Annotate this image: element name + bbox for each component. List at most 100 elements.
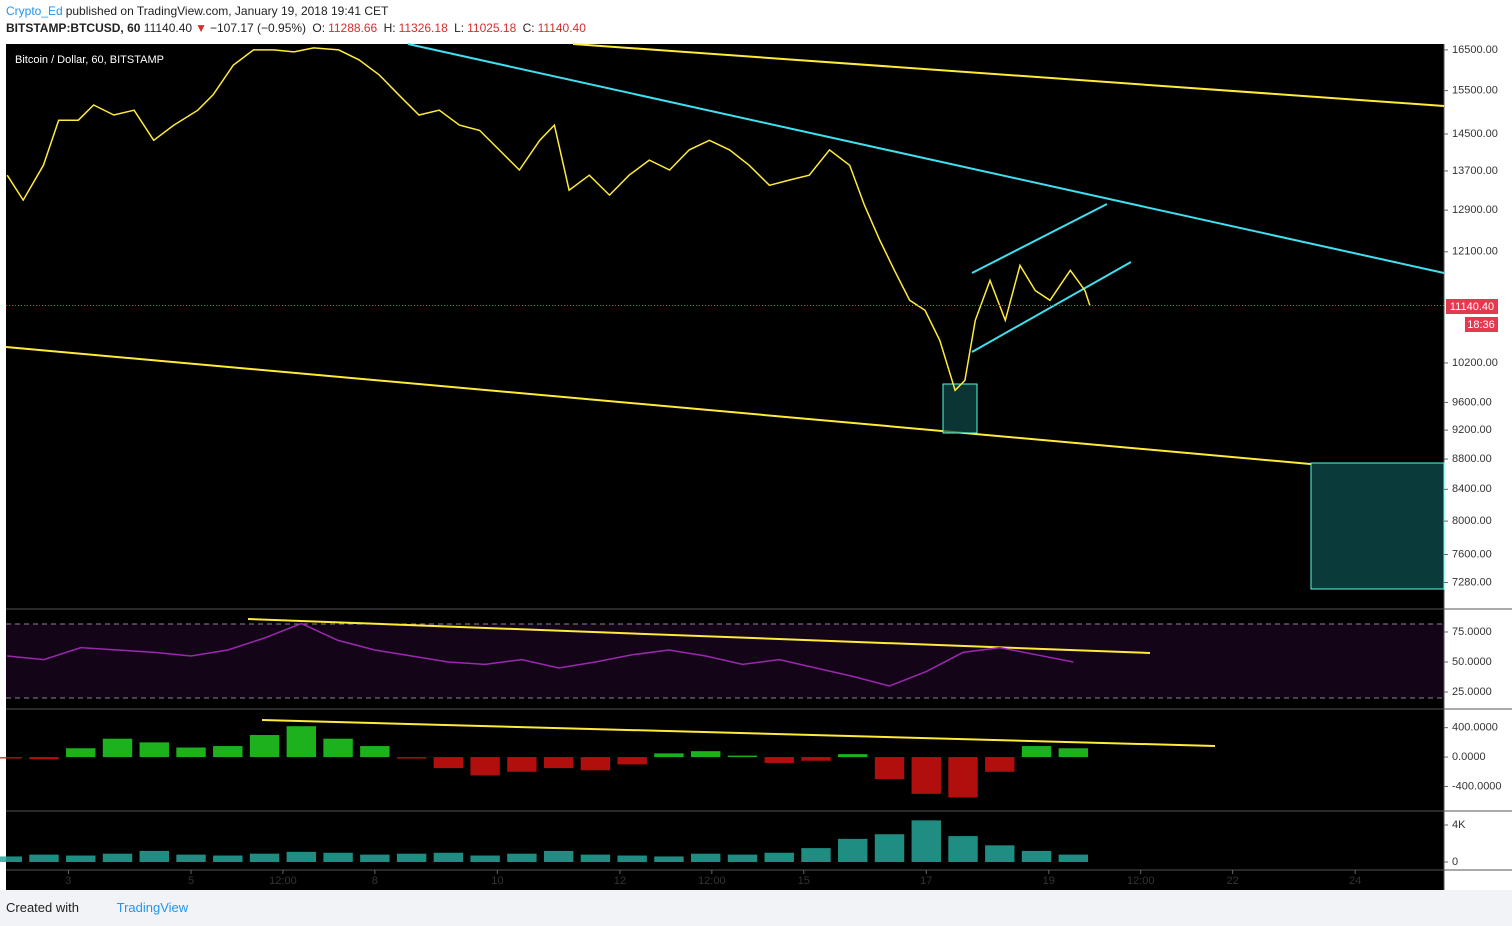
y-tick-label: 75.0000 bbox=[1452, 626, 1492, 638]
bar bbox=[838, 754, 868, 758]
published: published on TradingView.com, January 19… bbox=[65, 4, 389, 18]
pane-separators bbox=[6, 44, 1512, 890]
bar bbox=[29, 757, 59, 760]
y-tick-label: 12100.00 bbox=[1452, 246, 1498, 258]
x-tick-label: 12:00 bbox=[698, 875, 726, 887]
bar bbox=[0, 856, 22, 862]
y-tick-label: 50.0000 bbox=[1452, 656, 1492, 668]
drawings bbox=[5, 43, 1445, 747]
bar bbox=[507, 853, 537, 862]
pane-title: Bitcoin / Dollar, 60, BITSTAMP bbox=[15, 54, 164, 66]
author[interactable]: Crypto_Ed bbox=[6, 4, 63, 18]
bar bbox=[838, 838, 868, 862]
arrow: ▼ bbox=[195, 21, 207, 35]
bar bbox=[249, 735, 280, 758]
brand[interactable]: TradingView bbox=[116, 900, 189, 915]
l-label: L: bbox=[454, 21, 465, 35]
bar bbox=[396, 853, 427, 862]
bar bbox=[213, 746, 243, 758]
y-tick-label: 400.0000 bbox=[1452, 722, 1498, 734]
x-tick-label: 19 bbox=[1043, 875, 1055, 887]
y-tick-label: -400.0000 bbox=[1452, 780, 1502, 792]
symbol: BITSTAMP:BTCUSD, 60 bbox=[6, 21, 141, 35]
header: Crypto_Ed published on TradingView.com, J… bbox=[6, 3, 589, 37]
h-label: H: bbox=[383, 21, 396, 35]
bar bbox=[764, 852, 794, 862]
footer: Created with TradingView bbox=[0, 890, 1512, 926]
y-tick-label: 8400.00 bbox=[1452, 483, 1492, 495]
bar bbox=[801, 757, 831, 761]
bar bbox=[801, 848, 831, 862]
bar bbox=[66, 855, 96, 862]
y-tick-label: 0.0000 bbox=[1452, 751, 1486, 763]
y-tick-label: 9200.00 bbox=[1452, 424, 1492, 436]
y-tick-label: 8800.00 bbox=[1452, 453, 1492, 465]
bar bbox=[323, 852, 353, 862]
y-tick-label: 16500.00 bbox=[1452, 44, 1498, 56]
created-with: Created with bbox=[6, 900, 79, 915]
bar bbox=[580, 757, 611, 771]
y-tick-label: 7280.00 bbox=[1452, 576, 1492, 588]
x-tick-label: 24 bbox=[1349, 875, 1361, 887]
bar bbox=[874, 757, 905, 780]
bar bbox=[1021, 850, 1052, 862]
y-tick-label: 15500.00 bbox=[1452, 84, 1498, 96]
bar bbox=[470, 757, 500, 776]
bar bbox=[911, 820, 941, 862]
bar bbox=[139, 850, 169, 862]
countdown: 18:36 bbox=[1467, 319, 1495, 331]
x-tick-label: 5 bbox=[188, 875, 194, 887]
close: 11140.40 bbox=[537, 21, 586, 35]
bar bbox=[727, 755, 758, 758]
bar bbox=[396, 757, 427, 759]
x-tick-label: 10 bbox=[491, 875, 503, 887]
bar bbox=[948, 757, 978, 798]
x-tick-label: 12 bbox=[614, 875, 626, 887]
bar bbox=[764, 757, 794, 763]
change: −107.17 (−0.95%) bbox=[209, 21, 307, 35]
bar bbox=[470, 855, 500, 862]
y-tick-label: 14500.00 bbox=[1452, 128, 1498, 140]
bar bbox=[323, 738, 353, 758]
bar bbox=[690, 751, 721, 758]
bar bbox=[617, 757, 647, 765]
bar bbox=[1058, 854, 1089, 862]
x-tick-label: 22 bbox=[1226, 875, 1238, 887]
bar bbox=[213, 855, 243, 862]
bar bbox=[286, 726, 317, 758]
price-tag: 11140.40 bbox=[1450, 301, 1494, 313]
bar bbox=[286, 851, 317, 862]
bar bbox=[249, 853, 280, 862]
y-tick-label: 0 bbox=[1452, 856, 1458, 868]
bar bbox=[985, 845, 1015, 862]
bar bbox=[654, 856, 684, 862]
bar bbox=[29, 854, 59, 862]
bar bbox=[1058, 748, 1089, 758]
bar bbox=[580, 854, 611, 862]
bar bbox=[654, 753, 684, 758]
y-tick-label: 12900.00 bbox=[1452, 204, 1498, 216]
y-tick-label: 25.0000 bbox=[1452, 686, 1492, 698]
bar bbox=[911, 757, 941, 794]
chart: Bitcoin / Dollar, 60, BITSTAMP 11140.40 … bbox=[0, 43, 1512, 890]
bar bbox=[360, 854, 390, 862]
bar bbox=[176, 854, 206, 862]
series-line bbox=[6, 47, 1091, 392]
bar bbox=[690, 853, 721, 862]
y-tick-label: 9600.00 bbox=[1452, 396, 1492, 408]
bar bbox=[543, 757, 574, 769]
x-tick-label: 12:00 bbox=[269, 875, 297, 887]
y-tick-label: 10200.00 bbox=[1452, 357, 1498, 369]
bar bbox=[874, 834, 905, 862]
bar bbox=[617, 855, 647, 862]
o-label: O: bbox=[312, 21, 326, 35]
bar bbox=[360, 746, 390, 758]
bar bbox=[139, 742, 169, 758]
x-tick-label: 12:00 bbox=[1127, 875, 1155, 887]
countdown-bg bbox=[1465, 317, 1498, 332]
bar bbox=[0, 757, 22, 759]
x-tick-label: 3 bbox=[65, 875, 71, 887]
y-tick-label: 7600.00 bbox=[1452, 548, 1492, 560]
c-label: C: bbox=[522, 21, 535, 35]
bar bbox=[985, 757, 1015, 772]
